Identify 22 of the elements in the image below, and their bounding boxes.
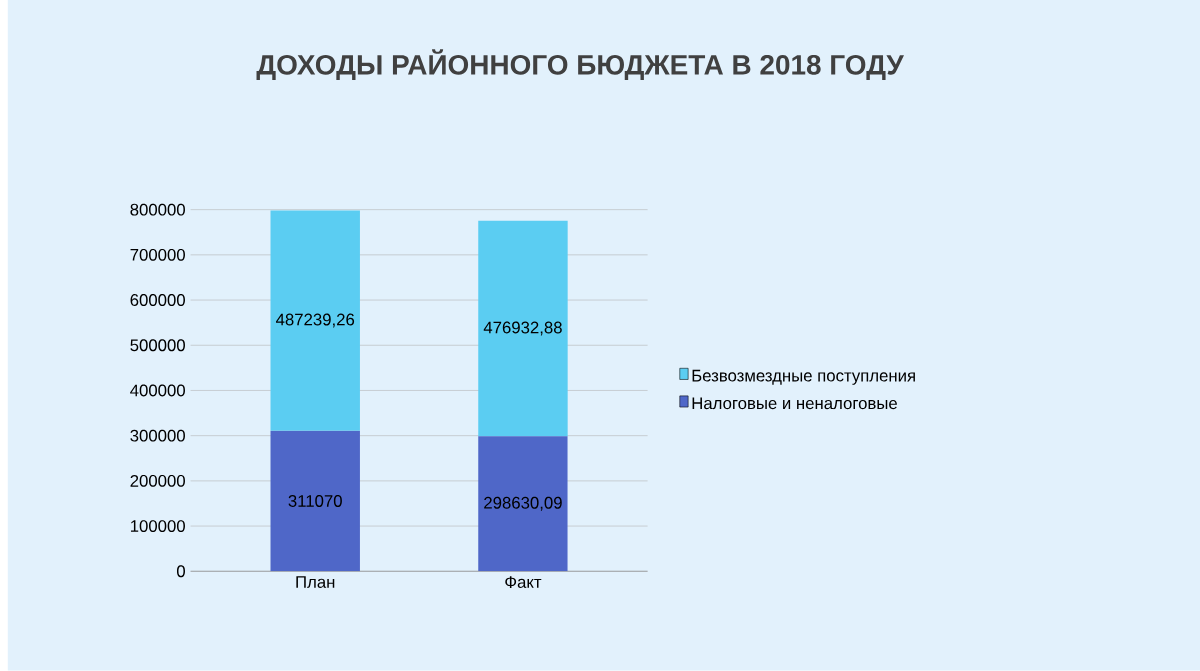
y-tick-label: 100000	[130, 520, 185, 533]
y-tick-label: 400000	[130, 384, 185, 397]
legend-label: Безвозмездные поступления	[692, 370, 915, 386]
data-label: 487239,26	[276, 313, 355, 328]
bar	[270, 210, 360, 431]
y-tick-label: 600000	[130, 294, 185, 307]
y-tick-label: 0	[176, 565, 185, 578]
y-tick-label: 500000	[130, 339, 185, 352]
y-tick-label: 700000	[130, 249, 185, 261]
legend-label: Налоговые и неналоговые	[692, 397, 897, 410]
data-label: 476932,88	[483, 321, 562, 336]
data-label: 311070	[288, 495, 342, 508]
y-tick-label: 200000	[130, 475, 185, 487]
y-tick-label: 300000	[130, 429, 185, 442]
bar	[478, 220, 568, 437]
x-tick-label: Факт	[505, 576, 542, 589]
chart-title: ДОХОДЫ РАЙОННОГО БЮДЖЕТА В 2018 ГОДУ	[256, 49, 904, 81]
x-tick-label: План	[296, 576, 335, 589]
data-label: 298630,09	[484, 497, 562, 511]
bar	[270, 430, 360, 572]
y-tick-label: 800000	[130, 203, 185, 216]
bar	[478, 436, 568, 572]
